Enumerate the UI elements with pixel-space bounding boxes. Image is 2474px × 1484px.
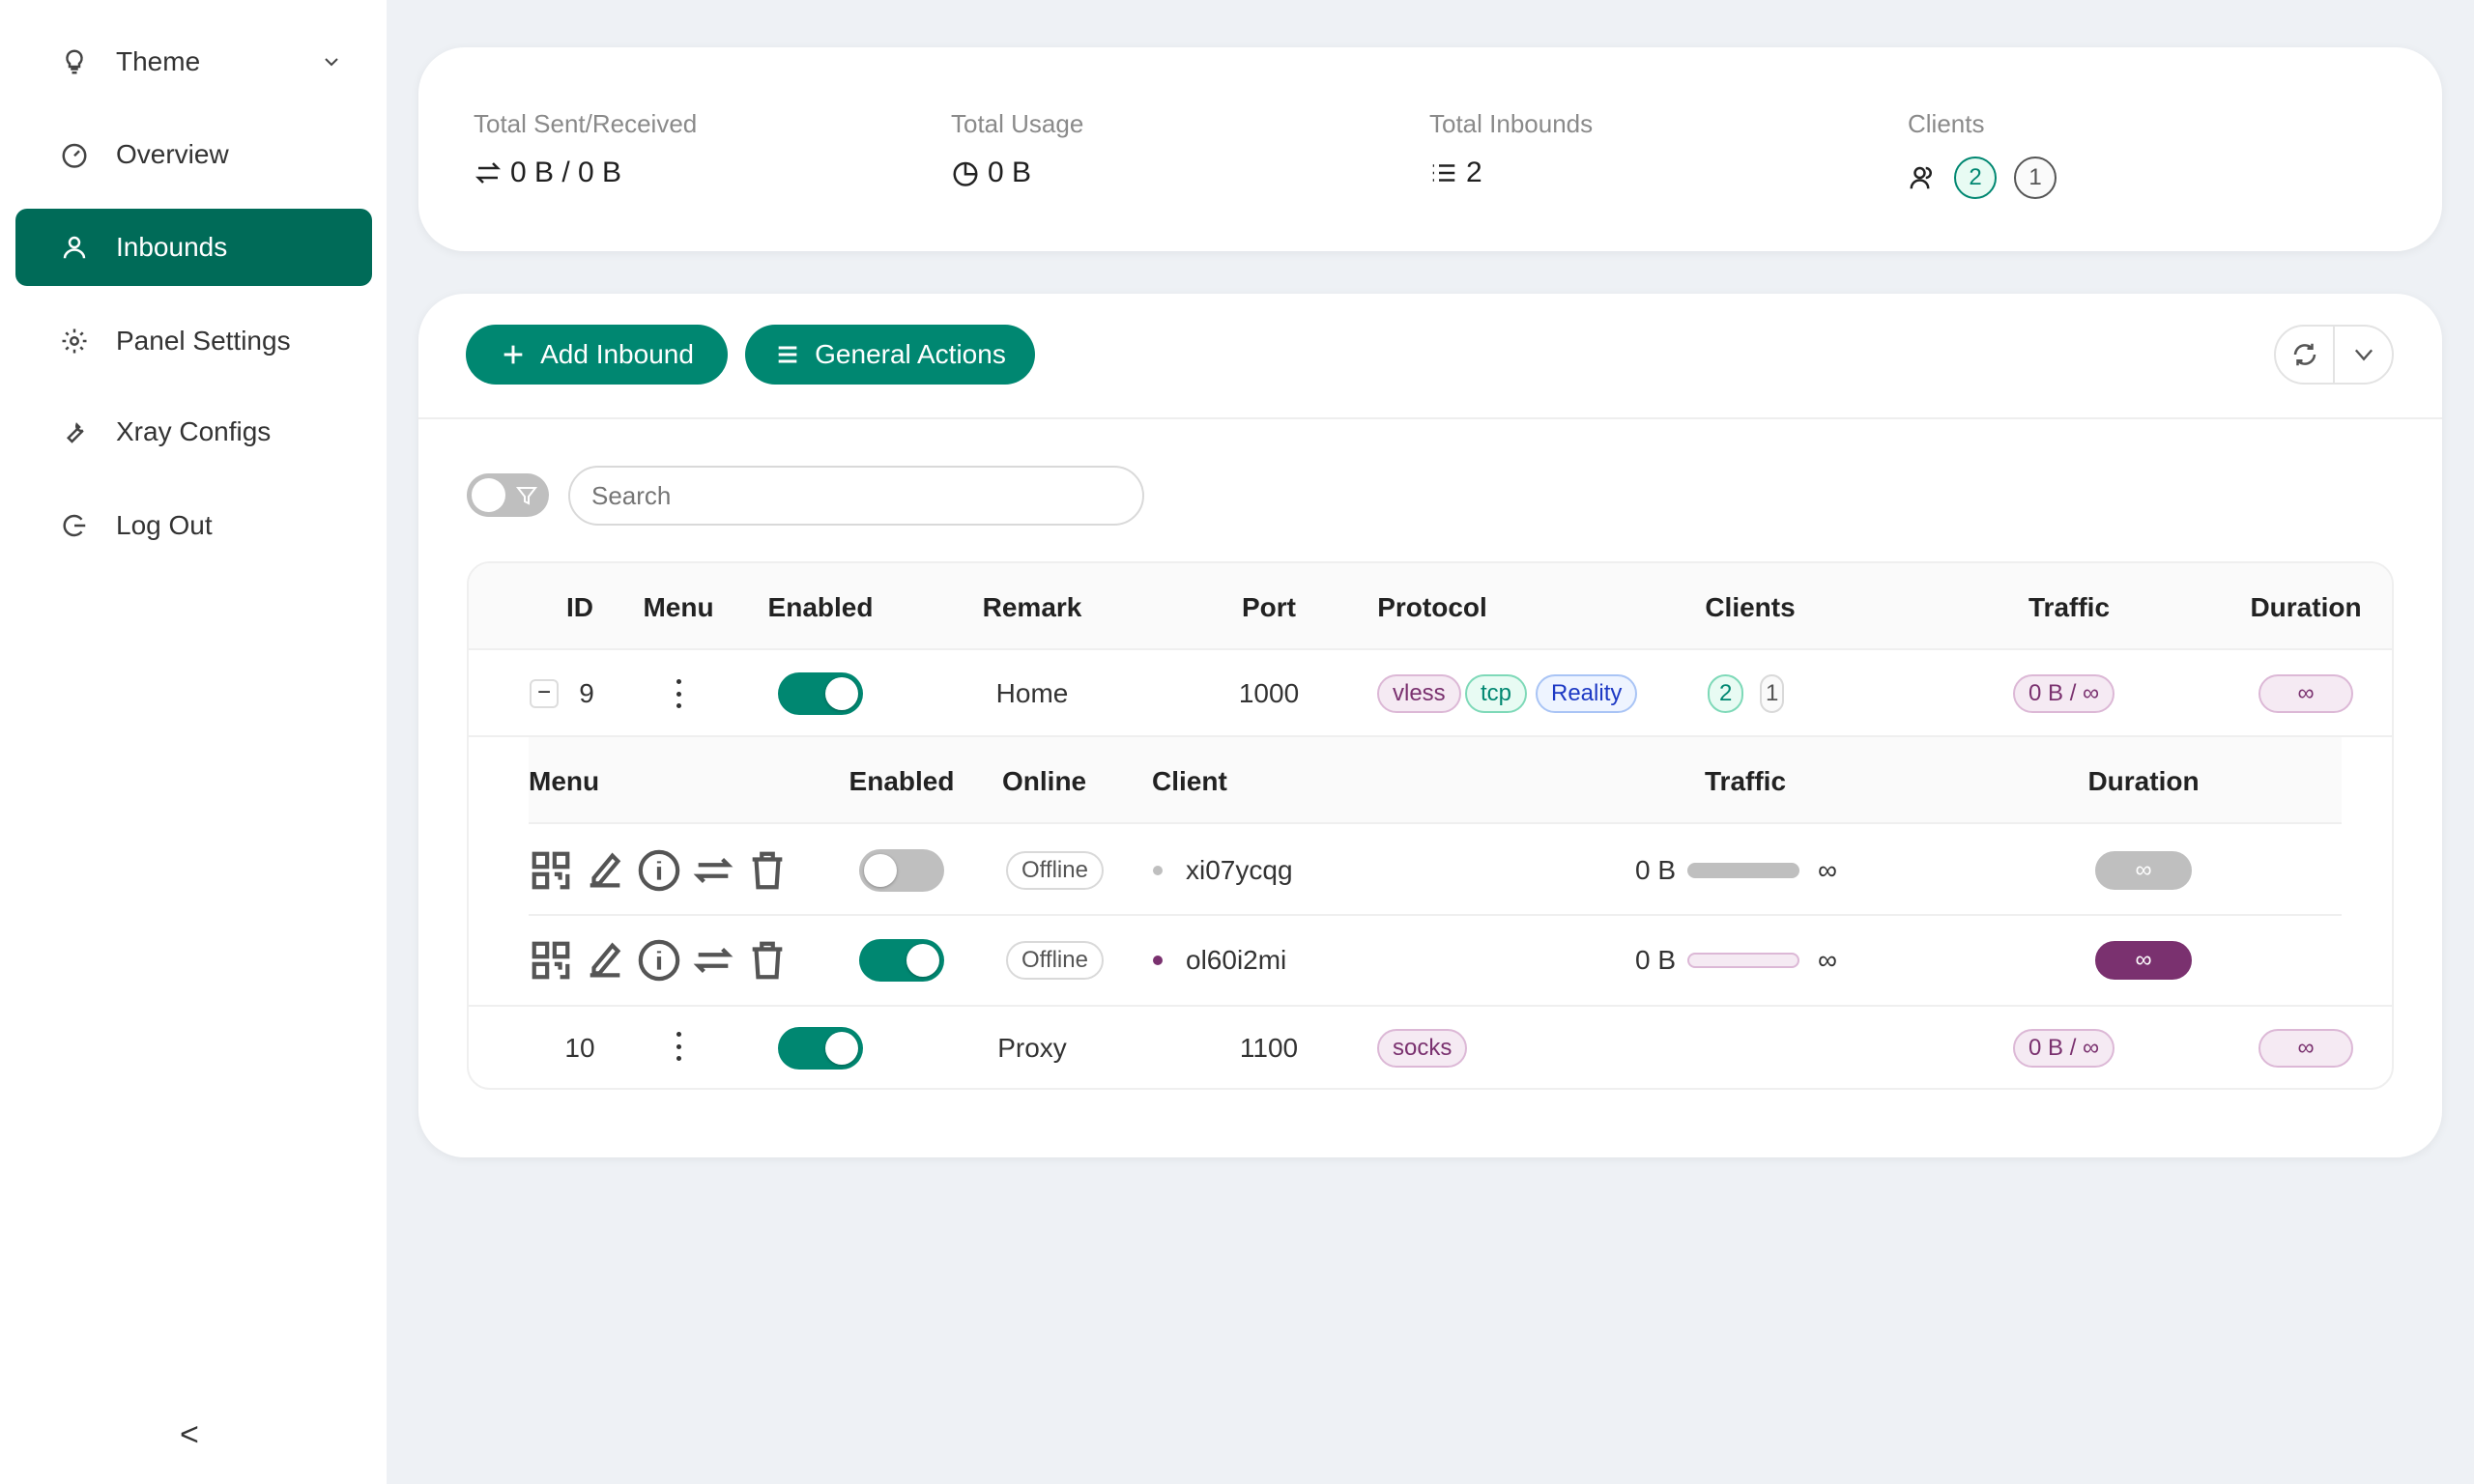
client-enabled-toggle[interactable] bbox=[859, 939, 944, 982]
refresh-options-dropdown[interactable] bbox=[2335, 327, 2392, 383]
refresh-icon bbox=[2293, 343, 2316, 366]
collapse-sidebar-button[interactable]: < bbox=[180, 1416, 199, 1453]
users-icon bbox=[1910, 166, 1932, 189]
reset-traffic-icon[interactable] bbox=[691, 938, 735, 983]
traffic-progress-bar bbox=[1687, 863, 1799, 878]
online-status-badge: Offline bbox=[1006, 941, 1104, 980]
col-id: ID bbox=[566, 592, 593, 622]
col-traffic: Traffic bbox=[2028, 592, 2111, 622]
delete-icon[interactable] bbox=[745, 938, 790, 983]
sidebar-item-overview[interactable]: Overview bbox=[15, 116, 372, 193]
active-clients-badge: 2 bbox=[1954, 157, 1997, 199]
general-actions-button[interactable]: General Actions bbox=[745, 325, 1035, 385]
row-menu-button[interactable] bbox=[676, 1032, 681, 1061]
filter-icon bbox=[515, 487, 538, 505]
search-input[interactable] bbox=[568, 466, 1144, 526]
delete-icon[interactable] bbox=[745, 848, 790, 893]
col-remark: Remark bbox=[982, 592, 1082, 622]
stat-sent-received: Total Sent/Received 0 B / 0 B bbox=[474, 109, 698, 188]
sidebar-item-label: Inbounds bbox=[116, 232, 228, 262]
add-inbound-button[interactable]: Add Inbound bbox=[466, 325, 728, 385]
bulb-icon bbox=[66, 49, 83, 74]
info-icon[interactable] bbox=[637, 848, 681, 893]
status-dot bbox=[1153, 866, 1163, 875]
col-menu: Menu bbox=[643, 592, 714, 622]
reset-traffic-icon[interactable] bbox=[691, 848, 735, 893]
duration-badge: ∞ bbox=[2258, 674, 2353, 713]
divider bbox=[418, 417, 2442, 419]
client-enabled-toggle[interactable] bbox=[859, 849, 944, 892]
col-port: Port bbox=[1242, 592, 1296, 622]
network-tag: tcp bbox=[1465, 674, 1528, 713]
edit-icon[interactable] bbox=[583, 848, 627, 893]
chevron-down-icon bbox=[2354, 349, 2373, 361]
traffic-progress-bar bbox=[1687, 953, 1799, 968]
sidebar-item-theme[interactable]: Theme bbox=[15, 23, 372, 100]
qr-code-icon[interactable] bbox=[529, 938, 573, 983]
list-icon bbox=[1432, 164, 1455, 182]
status-dot bbox=[1153, 956, 1163, 965]
info-icon[interactable] bbox=[637, 938, 681, 983]
duration-badge: ∞ bbox=[2095, 851, 2192, 890]
duration-badge: ∞ bbox=[2095, 941, 2192, 980]
online-status-badge: Offline bbox=[1006, 851, 1104, 890]
tool-icon bbox=[66, 422, 84, 443]
col-enabled: Enabled bbox=[767, 592, 874, 622]
chevron-down-icon bbox=[325, 58, 338, 67]
protocol-tag: vless bbox=[1377, 674, 1461, 713]
pie-chart-icon bbox=[953, 161, 978, 186]
sidebar-item-label: Log Out bbox=[116, 510, 213, 540]
sidebar-item-label: Panel Settings bbox=[116, 326, 291, 356]
sidebar-item-label: Theme bbox=[116, 46, 201, 76]
plus-icon bbox=[503, 345, 523, 364]
qr-code-icon[interactable] bbox=[529, 848, 573, 893]
security-tag: Reality bbox=[1536, 674, 1638, 713]
collapse-row-button[interactable]: − bbox=[530, 679, 559, 708]
other-clients-badge: 1 bbox=[2014, 157, 2057, 199]
col-protocol: Protocol bbox=[1377, 592, 1487, 622]
swap-icon bbox=[475, 162, 502, 184]
duration-badge: ∞ bbox=[2258, 1029, 2353, 1068]
stat-clients: Clients 2 1 bbox=[1908, 109, 2057, 199]
logout-icon bbox=[63, 514, 86, 537]
edit-icon[interactable] bbox=[583, 938, 627, 983]
stat-total-inbounds: Total Inbounds 2 bbox=[1429, 109, 1594, 188]
protocol-tag: socks bbox=[1377, 1029, 1468, 1068]
sidebar-item-xray-configs[interactable]: Xray Configs bbox=[15, 393, 372, 471]
dashboard-icon bbox=[62, 143, 87, 168]
traffic-badge: 0 B / ∞ bbox=[2013, 1029, 2115, 1068]
refresh-group bbox=[2274, 325, 2394, 385]
row-menu-button[interactable] bbox=[676, 679, 681, 708]
gear-icon bbox=[62, 328, 87, 354]
filter-toggle[interactable] bbox=[467, 473, 549, 517]
sidebar-item-log-out[interactable]: Log Out bbox=[15, 487, 372, 564]
stat-total-usage: Total Usage 0 B bbox=[951, 109, 1084, 188]
menu-icon bbox=[778, 346, 797, 363]
sidebar-item-label: Overview bbox=[116, 139, 229, 169]
other-clients-badge: 1 bbox=[1760, 674, 1785, 713]
col-clients: Clients bbox=[1705, 592, 1796, 622]
sidebar-item-label: Xray Configs bbox=[116, 416, 272, 446]
enabled-toggle[interactable] bbox=[778, 1027, 863, 1070]
inbounds-table: ID Menu Enabled Remark Port Protocol Cli… bbox=[467, 561, 2394, 1090]
traffic-badge: 0 B / ∞ bbox=[2013, 674, 2115, 713]
refresh-button[interactable] bbox=[2276, 327, 2335, 383]
sidebar: Theme Overview Inbounds Panel Settings X… bbox=[0, 0, 387, 1484]
user-icon bbox=[63, 236, 86, 259]
sidebar-item-inbounds[interactable]: Inbounds bbox=[15, 209, 372, 286]
stats-card: Total Sent/Received 0 B / 0 B Total Usag… bbox=[418, 47, 2442, 251]
enabled-toggle[interactable] bbox=[778, 672, 863, 715]
col-duration: Duration bbox=[2250, 592, 2362, 622]
sidebar-item-panel-settings[interactable]: Panel Settings bbox=[15, 302, 372, 380]
active-clients-badge: 2 bbox=[1708, 674, 1744, 713]
